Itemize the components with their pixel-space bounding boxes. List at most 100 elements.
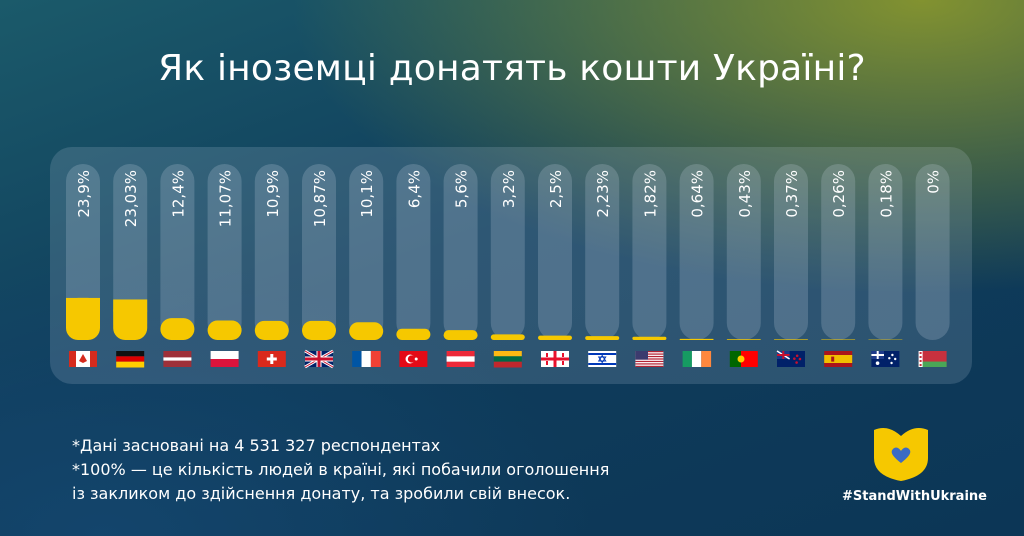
bar-group: 1,82% — [632, 164, 667, 367]
flag-il-icon — [588, 351, 617, 367]
value-label: 23,9% — [75, 170, 93, 218]
value-label: 0,26% — [830, 170, 848, 218]
value-label: 11,07% — [217, 170, 235, 227]
flag-lt-icon — [493, 351, 522, 368]
flag-gb-icon — [304, 349, 334, 369]
value-label: 5,6% — [453, 170, 471, 208]
footnotes: *Дані засновані на 4 531 327 респондента… — [72, 434, 609, 506]
value-label: 0,64% — [689, 170, 707, 218]
bar-track — [396, 164, 431, 340]
bar-group: 0,26% — [821, 164, 856, 367]
flag-es-icon — [824, 351, 853, 367]
bar-track — [726, 164, 761, 340]
flag-pt-icon — [729, 351, 758, 367]
bar-track — [160, 164, 195, 340]
flag-de-icon — [116, 351, 145, 368]
bar-group: 0,43% — [726, 164, 761, 367]
bar-group: 0,64% — [679, 164, 714, 367]
bar-track — [821, 164, 856, 340]
bar — [302, 320, 336, 340]
bar-track — [113, 164, 148, 340]
bar-track — [538, 164, 572, 340]
bar-group: 5,6% — [443, 164, 478, 367]
bar — [679, 338, 714, 340]
value-label: 6,4% — [405, 170, 423, 208]
bar-group: 10,1% — [349, 164, 384, 367]
bar — [490, 334, 525, 340]
bar-group: 23,03% — [113, 164, 148, 368]
bar — [632, 336, 667, 340]
bar — [774, 339, 808, 340]
bar-group: 12,4% — [160, 164, 195, 367]
value-label: 1,82% — [641, 170, 659, 218]
bar — [726, 339, 761, 340]
bar — [538, 335, 572, 340]
bar-group: 11,07% — [207, 164, 242, 367]
value-label: 10,1% — [358, 170, 376, 218]
chart-panel — [50, 147, 972, 384]
flag-ch-icon — [257, 351, 286, 367]
flag-ge-icon — [541, 351, 569, 367]
value-label: 0,43% — [736, 170, 754, 218]
value-label: 2,5% — [547, 170, 565, 208]
flag-us-icon — [635, 351, 664, 367]
flag-at-icon — [446, 351, 475, 367]
bar-track — [66, 164, 100, 340]
bar-track — [302, 164, 336, 340]
flag-tr-icon — [399, 351, 428, 367]
flag-au-icon — [871, 351, 900, 367]
bar-top-square — [66, 297, 100, 310]
value-label: 2,23% — [594, 170, 612, 218]
bar — [254, 320, 289, 340]
bar — [207, 320, 242, 340]
flag-pl-icon — [210, 351, 239, 367]
bar-track — [632, 164, 667, 340]
bar-track — [679, 164, 714, 340]
bar-track — [774, 164, 808, 340]
value-label: 3,2% — [500, 170, 518, 208]
page-title: Як іноземці донатять кошти Україні? — [158, 48, 866, 89]
bar-group: 2,5% — [538, 164, 572, 367]
bar-track — [207, 164, 242, 340]
bar-track — [868, 164, 903, 340]
value-label: 12,4% — [169, 170, 187, 218]
bar — [396, 328, 431, 340]
bar-track — [915, 164, 950, 340]
bar-group: 23,9% — [66, 164, 100, 367]
value-label: 23,03% — [122, 170, 140, 227]
hashtag: #StandWithUkraine — [842, 489, 987, 504]
flag-ca-icon — [69, 351, 97, 367]
value-label: 0% — [925, 170, 943, 194]
footnote-definition-line2: із закликом до здійснення донату, та зро… — [72, 484, 571, 503]
bar — [585, 336, 620, 340]
value-label: 10,87% — [311, 170, 329, 227]
bar-track — [490, 164, 525, 340]
flag-fr-icon — [352, 351, 381, 367]
bar-track — [254, 164, 289, 340]
value-label: 10,9% — [264, 170, 282, 218]
bar-top-square — [113, 299, 148, 312]
ukraine-heart-logo — [874, 428, 928, 481]
value-label: 0,18% — [877, 170, 895, 218]
flag-nz-icon — [776, 350, 805, 367]
bar-group: 0,37% — [774, 164, 808, 367]
bar-group: 10,9% — [254, 164, 289, 367]
footnote-respondents: *Дані засновані на 4 531 327 респондента… — [72, 436, 441, 455]
bar-track — [349, 164, 384, 340]
footnote-definition-line1: *100% — це кількість людей в країні, які… — [72, 460, 610, 479]
flag-lv-icon — [163, 351, 192, 367]
flag-ie-icon — [682, 351, 712, 367]
bar-track — [585, 164, 620, 340]
bar-group: 0% — [915, 164, 950, 367]
bar-group: 0,18% — [868, 164, 903, 367]
heart-icon — [891, 447, 911, 463]
bar-group: 3,2% — [490, 164, 525, 368]
bar-group: 10,87% — [302, 164, 336, 369]
bar-group: 2,23% — [585, 164, 620, 367]
bar-track — [443, 164, 478, 340]
flag-by-icon — [918, 351, 947, 367]
bar — [160, 318, 195, 340]
bar — [349, 322, 384, 340]
bar-group: 6,4% — [396, 164, 431, 367]
